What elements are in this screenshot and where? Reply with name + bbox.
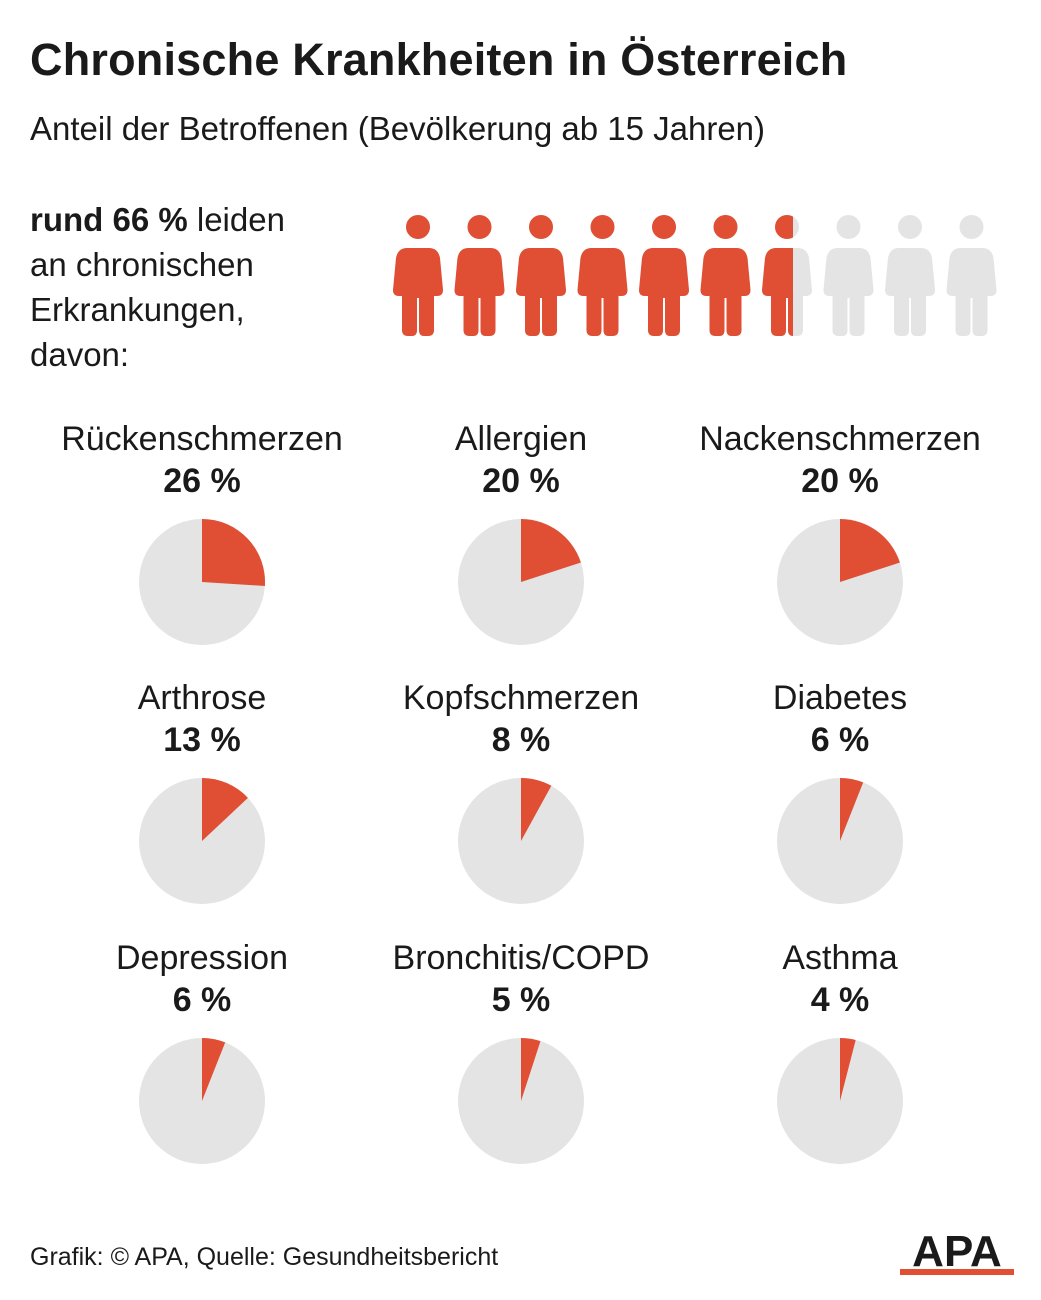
- pie-chart: [139, 519, 265, 645]
- pie-chart-item: Bronchitis/COPD 5 %: [361, 937, 681, 1171]
- pie-chart: [777, 1038, 903, 1164]
- pie-chart-item: Allergien 20 %: [361, 418, 681, 652]
- pie-slice: [202, 1038, 226, 1101]
- pie-category-label: Allergien: [454, 420, 588, 458]
- pie-chart: [777, 519, 903, 645]
- pie-slice: [521, 1038, 541, 1101]
- person-icon: [823, 215, 874, 336]
- pie-value-label: 13 %: [163, 721, 241, 759]
- person-icon: [639, 215, 689, 336]
- pie-chart: [458, 1038, 584, 1164]
- person-icon: [577, 215, 628, 336]
- apa-logo: APA: [900, 1228, 1014, 1276]
- pie-value-label: 20 %: [482, 462, 560, 500]
- pie-value-label: 4 %: [810, 981, 870, 1019]
- pie-category-label: Depression: [116, 939, 288, 977]
- person-icon: [454, 215, 505, 336]
- pie-chart: [139, 1038, 265, 1164]
- pie-chart-item: Depression 6 %: [42, 937, 362, 1171]
- pie-chart: [458, 519, 584, 645]
- pie-slice: [840, 1038, 856, 1101]
- pie-chart-item: Nackenschmerzen 20 %: [680, 418, 1000, 652]
- pie-slice: [840, 519, 900, 582]
- pie-value-label: 8 %: [491, 721, 551, 759]
- pie-chart: [139, 778, 265, 904]
- person-icon: [700, 215, 751, 336]
- logo-underline: [900, 1269, 1014, 1275]
- people-pictogram: [393, 215, 997, 336]
- pie-slice: [202, 778, 248, 841]
- intro-line3: Erkrankungen,: [30, 291, 245, 328]
- page-subtitle: Anteil der Betroffenen (Bevölkerung ab 1…: [30, 110, 766, 147]
- pie-slice: [521, 519, 581, 582]
- intro-line4: davon:: [30, 336, 130, 373]
- pie-chart-item: Kopfschmerzen 8 %: [361, 677, 681, 911]
- intro-text: rund 66 % leiden an chronischen Erkranku…: [30, 197, 350, 377]
- pie-chart: [777, 778, 903, 904]
- intro-line1-rest: leiden: [196, 201, 285, 238]
- pie-chart-item: Asthma 4 %: [680, 937, 1000, 1171]
- pie-chart-item: Rückenschmerzen 26 %: [42, 418, 362, 652]
- person-icon: [393, 215, 443, 336]
- pie-category-label: Asthma: [782, 939, 898, 977]
- pie-category-label: Diabetes: [772, 679, 908, 717]
- pie-chart-item: Diabetes 6 %: [680, 677, 1000, 911]
- pie-slice: [202, 519, 265, 586]
- person-icon: [516, 215, 566, 336]
- pie-chart-item: Arthrose 13 %: [42, 677, 362, 911]
- logo-text: APA: [912, 1228, 1002, 1276]
- person-icon: [885, 215, 935, 336]
- intro-line2: an chronischen: [30, 246, 254, 283]
- pie-slice: [840, 778, 864, 841]
- pie-value-label: 5 %: [491, 981, 551, 1019]
- pie-category-label: Kopfschmerzen: [402, 679, 640, 717]
- pie-value-label: 26 %: [163, 462, 241, 500]
- page-title: Chronische Krankheiten in Österreich: [30, 34, 848, 85]
- person-icon: [762, 215, 812, 336]
- pie-value-label: 20 %: [801, 462, 879, 500]
- pie-category-label: Rückenschmerzen: [61, 420, 343, 458]
- intro-share: rund 66 %: [30, 201, 188, 238]
- pie-category-label: Arthrose: [137, 679, 267, 717]
- person-icon: [946, 215, 997, 336]
- pie-category-label: Nackenschmerzen: [699, 420, 981, 458]
- pie-value-label: 6 %: [810, 721, 870, 759]
- source-footer: Grafik: © APA, Quelle: Gesundheitsberich…: [30, 1243, 499, 1271]
- pie-chart: [458, 778, 584, 904]
- pie-category-label: Bronchitis/COPD: [392, 939, 650, 977]
- pie-value-label: 6 %: [172, 981, 232, 1019]
- pie-slice: [521, 778, 552, 841]
